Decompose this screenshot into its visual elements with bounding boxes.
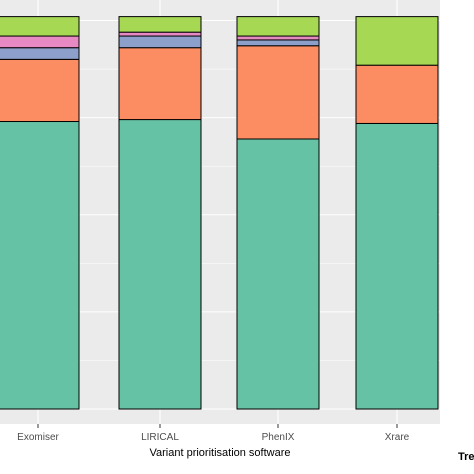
x-axis-title: Variant prioritisation software [149, 447, 290, 459]
bar-segment-lirical-5 [118, 16, 202, 33]
bar-segment-lirical-3 [118, 35, 202, 49]
bar-segment-phenix-2 [236, 45, 320, 140]
bars [0, 16, 439, 410]
bar-segment-lirical-4 [118, 31, 202, 37]
bar-segment-phenix-3 [236, 39, 320, 47]
x-axis-ticks: Exomiser LIRICAL PhenIX Xrare [17, 424, 410, 443]
x-tick-label: PhenIX [262, 432, 295, 443]
bar-segment-lirical-2 [118, 47, 202, 121]
bar-segment-phenix-5 [236, 16, 320, 37]
x-tick-label: Xrare [385, 432, 410, 443]
legend-title: Tre [458, 451, 474, 463]
bar-segment-exomiser-1 [0, 121, 80, 410]
bar-segment-phenix-1 [236, 138, 320, 410]
bar-segment-xrare-1 [355, 122, 439, 410]
bar-segment-phenix-4 [236, 35, 320, 41]
x-tick-label: Exomiser [17, 432, 59, 443]
bar-segment-exomiser-5 [0, 16, 80, 37]
bar-segment-lirical-1 [118, 119, 202, 410]
bar-segment-exomiser-2 [0, 58, 80, 123]
bar-segment-exomiser-3 [0, 47, 80, 60]
bar-segment-xrare-2 [355, 64, 439, 124]
x-tick-label: LIRICAL [141, 432, 179, 443]
bar-segment-exomiser-4 [0, 35, 80, 49]
bar-segment-xrare-5 [355, 16, 439, 66]
